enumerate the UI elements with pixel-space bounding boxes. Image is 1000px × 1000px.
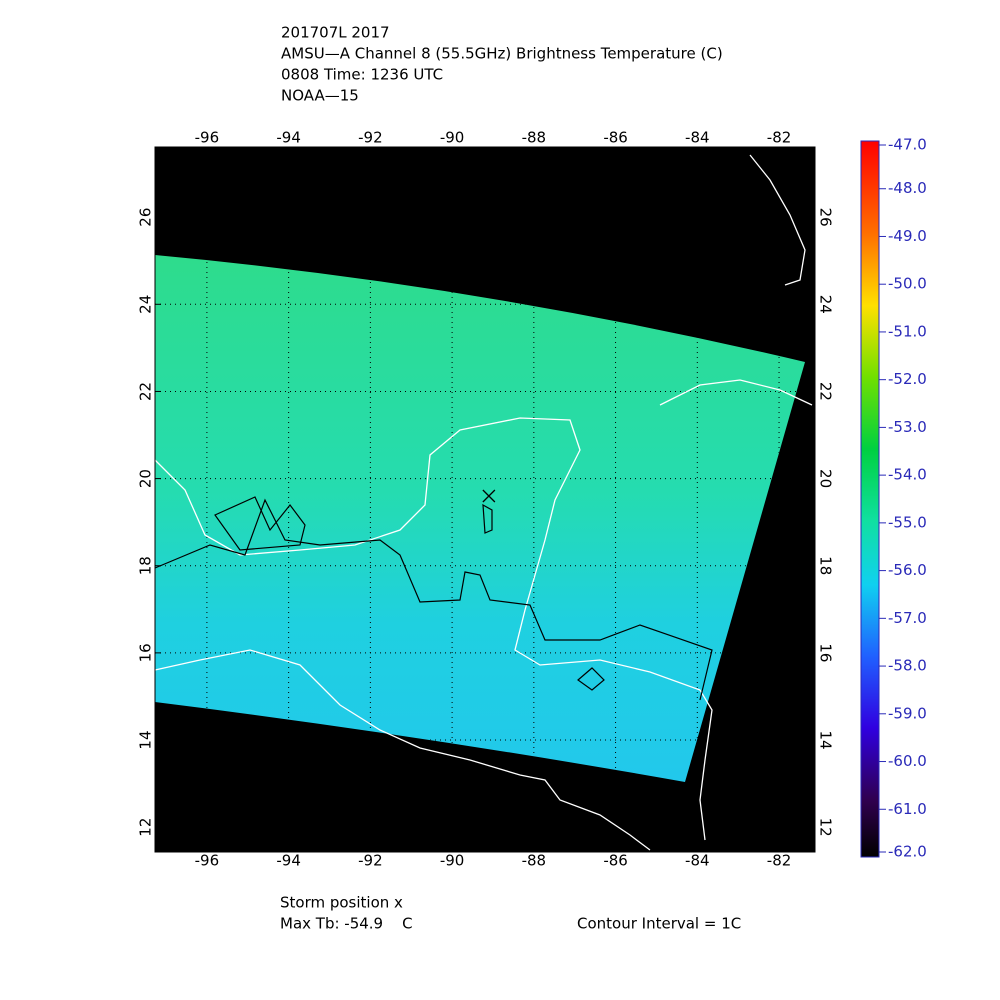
x-tick-label: -84 bbox=[685, 852, 710, 870]
storm-position bbox=[482, 489, 496, 503]
coastlines bbox=[154, 154, 813, 851]
x-tick-label: -92 bbox=[358, 852, 383, 870]
x-tick-label: -96 bbox=[195, 852, 220, 870]
colorbar-tick-label: -48.0 bbox=[888, 179, 927, 197]
y-tick-label: 26 bbox=[817, 208, 835, 227]
plot-frame bbox=[154, 146, 816, 853]
colorbar-tick-label: -60.0 bbox=[888, 752, 927, 770]
title-line: NOAA—15 bbox=[281, 87, 359, 105]
contour bbox=[482, 503, 493, 534]
contour-interval: Contour Interval = 1C bbox=[577, 915, 741, 933]
title-line: AMSU—A Channel 8 (55.5GHz) Brightness Te… bbox=[281, 45, 723, 63]
title-line: 201707L 2017 bbox=[281, 24, 390, 42]
x-tick-label: -90 bbox=[440, 129, 465, 147]
colorbar-tick-label: -62.0 bbox=[888, 843, 927, 861]
x-tick-label: -90 bbox=[440, 852, 465, 870]
x-tick-label: -82 bbox=[767, 129, 792, 147]
colorbar-tick-label: -61.0 bbox=[888, 800, 927, 818]
y-tick-label: 16 bbox=[137, 643, 155, 662]
y-tick-label: 22 bbox=[817, 382, 835, 401]
x-tick-label: -82 bbox=[767, 852, 792, 870]
contours bbox=[154, 496, 713, 701]
x-tick-label: -88 bbox=[522, 852, 547, 870]
x-tick-label: -86 bbox=[603, 852, 628, 870]
x-tick-label: -94 bbox=[276, 852, 301, 870]
title-line: 0808 Time: 1236 UTC bbox=[281, 66, 443, 84]
colorbar-tick-label: -55.0 bbox=[888, 513, 927, 531]
colorbar-tick-label: -58.0 bbox=[888, 657, 927, 675]
colorbar: -47.0 -48.0 -49.0 -50.0 -51.0 -52.0 -53.0 -54.0… bbox=[860, 136, 927, 861]
colorbar-tick-label: -52.0 bbox=[888, 370, 927, 388]
x-tick-label: -92 bbox=[358, 129, 383, 147]
y-tick-label: 14 bbox=[817, 730, 835, 749]
y-tick-label: 22 bbox=[137, 382, 155, 401]
x-tick-label: -88 bbox=[522, 129, 547, 147]
y-tick-label: 12 bbox=[817, 818, 835, 837]
colorbar-tick-label: -47.0 bbox=[888, 136, 927, 154]
y-tick-label: 16 bbox=[817, 643, 835, 662]
colorbar-scale bbox=[860, 140, 880, 858]
x-tick-label: -96 bbox=[195, 129, 220, 147]
colorbar-tick-label: -54.0 bbox=[888, 466, 927, 484]
y-tick-label: 14 bbox=[137, 730, 155, 749]
colorbar-tick-label: -51.0 bbox=[888, 322, 927, 340]
y-tick-label: 24 bbox=[137, 295, 155, 314]
y-tick-label: 18 bbox=[137, 556, 155, 575]
title-block: 201707L 2017 AMSU—A Channel 8 (55.5GHz) B… bbox=[281, 24, 723, 105]
x-tick-label: -84 bbox=[685, 129, 710, 147]
y-tick-label: 18 bbox=[817, 556, 835, 575]
colorbar-tick-label: -59.0 bbox=[888, 704, 927, 722]
y-tick-label: 24 bbox=[817, 295, 835, 314]
colorbar-tick-label: -49.0 bbox=[888, 227, 927, 245]
colorbar-tick-label: -56.0 bbox=[888, 561, 927, 579]
colorbar-tick-label: -50.0 bbox=[888, 275, 927, 293]
y-tick-label: 20 bbox=[817, 469, 835, 488]
max-tb: Max Tb: -54.9 C bbox=[280, 915, 413, 933]
y-tick-label: 20 bbox=[137, 469, 155, 488]
axes: -96 -96 -94 -94 -92 -92 -90 -90 -88 -88 -86 -86 -84 -… bbox=[137, 129, 835, 870]
colorbar-tick-label: -53.0 bbox=[888, 418, 927, 436]
x-tick-label: -86 bbox=[603, 129, 628, 147]
y-tick-label: 12 bbox=[137, 818, 155, 837]
x-tick-label: -94 bbox=[276, 129, 301, 147]
y-tick-label: 26 bbox=[137, 208, 155, 227]
swath bbox=[155, 255, 805, 782]
storm-label: Storm position x bbox=[280, 894, 403, 912]
colorbar-tick-label: -57.0 bbox=[888, 609, 927, 627]
